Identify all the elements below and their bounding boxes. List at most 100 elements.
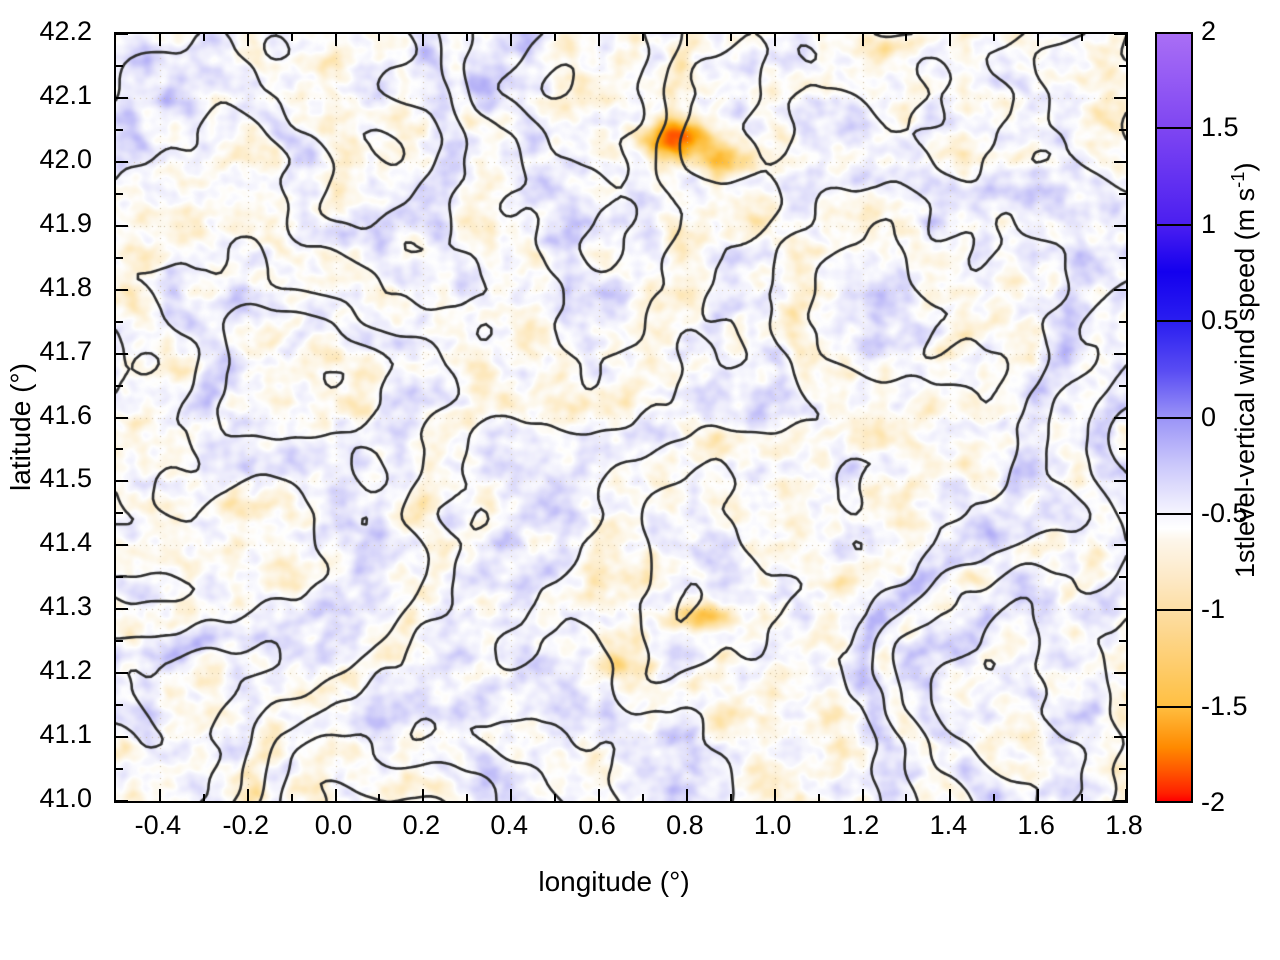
x-tick-label: 1.8 bbox=[1105, 810, 1143, 840]
y-tick-right-major bbox=[1114, 96, 1126, 99]
x-tick-top-minor bbox=[466, 34, 469, 41]
x-tick-label: 0.6 bbox=[578, 810, 616, 840]
y-tick-major bbox=[116, 34, 128, 35]
colorbar-title: 1stlevel-vertical wind speed (m s-1) bbox=[1227, 163, 1261, 578]
colorbar-tick-label: -1.5 bbox=[1201, 690, 1248, 721]
x-axis-title: longitude (°) bbox=[538, 866, 690, 897]
y-tick-right-minor bbox=[1119, 768, 1126, 771]
colorbar-tick bbox=[1155, 223, 1193, 226]
x-tick-major bbox=[158, 789, 161, 801]
y-tick-right-minor bbox=[1119, 192, 1126, 195]
y-tick-minor bbox=[116, 448, 123, 451]
colorbar-tick bbox=[1155, 416, 1193, 419]
x-tick-label: 0.2 bbox=[402, 810, 441, 840]
y-tick-label: 41.5 bbox=[39, 463, 92, 494]
y-tick-right-minor bbox=[1119, 256, 1126, 259]
colorbar-tick-label: 1 bbox=[1201, 208, 1217, 239]
y-tick-minor bbox=[116, 704, 123, 707]
x-tick-label: 1.4 bbox=[929, 810, 968, 840]
x-tick-label: -0.4 bbox=[134, 810, 182, 840]
colorbar-tick-label: 1.5 bbox=[1201, 112, 1239, 143]
x-tick-minor bbox=[554, 794, 557, 801]
y-tick-right-major bbox=[1114, 416, 1126, 419]
x-tick-label: -0.2 bbox=[222, 810, 269, 840]
y-tick-right-major bbox=[1114, 224, 1126, 227]
y-tick-right-major bbox=[1114, 800, 1126, 801]
y-axis-title: latitude (°) bbox=[5, 363, 36, 491]
x-tick-top-minor bbox=[202, 34, 205, 41]
colorbar-tick bbox=[1155, 705, 1193, 708]
y-tick-major bbox=[116, 544, 128, 547]
x-tick-minor bbox=[466, 794, 469, 801]
y-tick-right-major bbox=[1114, 736, 1126, 739]
colorbar-title-text: 1stlevel-vertical wind speed (m s bbox=[1230, 187, 1260, 578]
x-tick-top-major bbox=[1037, 34, 1040, 46]
x-tick-minor bbox=[993, 794, 996, 801]
y-tick-minor bbox=[116, 64, 123, 67]
y-tick-label: 41.8 bbox=[39, 271, 92, 302]
x-tick-major bbox=[1125, 789, 1126, 801]
x-tick-major bbox=[422, 789, 425, 801]
colorbar: 2 1.5 1 0.5 0 -0.5 -1 -1.5 -2 bbox=[1155, 18, 1248, 816]
colorbar-tick bbox=[1155, 609, 1193, 612]
x-tick-top-minor bbox=[817, 34, 820, 41]
y-tick-right-minor bbox=[1119, 640, 1126, 643]
y-tick-label: 41.2 bbox=[39, 655, 92, 686]
y-tick-right-major bbox=[1114, 672, 1126, 675]
x-tick-top-major bbox=[246, 34, 249, 46]
colorbar-title-tail: ) bbox=[1230, 162, 1260, 172]
y-tick-major bbox=[116, 672, 128, 675]
x-tick-top-major bbox=[510, 34, 513, 46]
y-tick-label: 42.0 bbox=[39, 143, 92, 174]
colorbar-tick-label: -1 bbox=[1201, 594, 1226, 625]
x-tick-top-major bbox=[773, 34, 776, 46]
y-tick-right-major bbox=[1114, 288, 1126, 291]
x-tick-major bbox=[773, 789, 776, 801]
x-tick-top-major bbox=[861, 34, 864, 46]
colorbar-tick bbox=[1155, 512, 1193, 515]
x-tick-minor bbox=[817, 794, 820, 801]
colorbar-tick-label: -0.5 bbox=[1201, 497, 1248, 528]
y-tick-right-major bbox=[1114, 544, 1126, 547]
x-tick-label: 1.2 bbox=[841, 810, 880, 840]
y-tick-label: 41.3 bbox=[39, 591, 92, 622]
x-tick-minor bbox=[202, 794, 205, 801]
y-tick-major bbox=[116, 352, 128, 355]
y-tick-label: 41.1 bbox=[39, 719, 92, 750]
y-tick-right-minor bbox=[1119, 320, 1126, 323]
y-tick-right-major bbox=[1114, 480, 1126, 483]
y-tick-minor bbox=[116, 192, 123, 195]
x-tick-top-minor bbox=[290, 34, 293, 41]
y-tick-label: 42.1 bbox=[39, 79, 92, 110]
y-tick-right-minor bbox=[1119, 64, 1126, 67]
y-tick-right-minor bbox=[1119, 512, 1126, 515]
x-tick-minor bbox=[729, 794, 732, 801]
plot-area bbox=[114, 32, 1128, 803]
x-tick-label: 0.4 bbox=[490, 810, 528, 840]
x-tick-minor bbox=[378, 794, 381, 801]
y-tick-label: 41.9 bbox=[39, 207, 92, 238]
x-tick-top-minor bbox=[993, 34, 996, 41]
x-tick-major bbox=[510, 789, 513, 801]
x-tick-top-minor bbox=[378, 34, 381, 41]
colorbar-tick-label: 0 bbox=[1201, 401, 1217, 432]
y-tick-major bbox=[116, 416, 128, 419]
x-tick-major bbox=[949, 789, 952, 801]
y-tick-minor bbox=[116, 512, 123, 515]
x-tick-top-major bbox=[334, 34, 337, 46]
x-tick-top-minor bbox=[554, 34, 557, 41]
x-tick-top-major bbox=[949, 34, 952, 46]
x-tick-top-minor bbox=[905, 34, 908, 41]
y-tick-major bbox=[116, 736, 128, 739]
y-tick-right-major bbox=[1114, 608, 1126, 611]
y-tick-label: 41.4 bbox=[39, 527, 92, 558]
x-tick-label: 1.0 bbox=[753, 810, 792, 840]
y-tick-major bbox=[116, 288, 128, 291]
y-tick-minor bbox=[116, 128, 123, 131]
y-tick-minor bbox=[116, 384, 123, 387]
y-tick-major bbox=[116, 96, 128, 99]
x-tick-major bbox=[861, 789, 864, 801]
y-tick-right-minor bbox=[1119, 384, 1126, 387]
x-tick-top-minor bbox=[641, 34, 644, 41]
